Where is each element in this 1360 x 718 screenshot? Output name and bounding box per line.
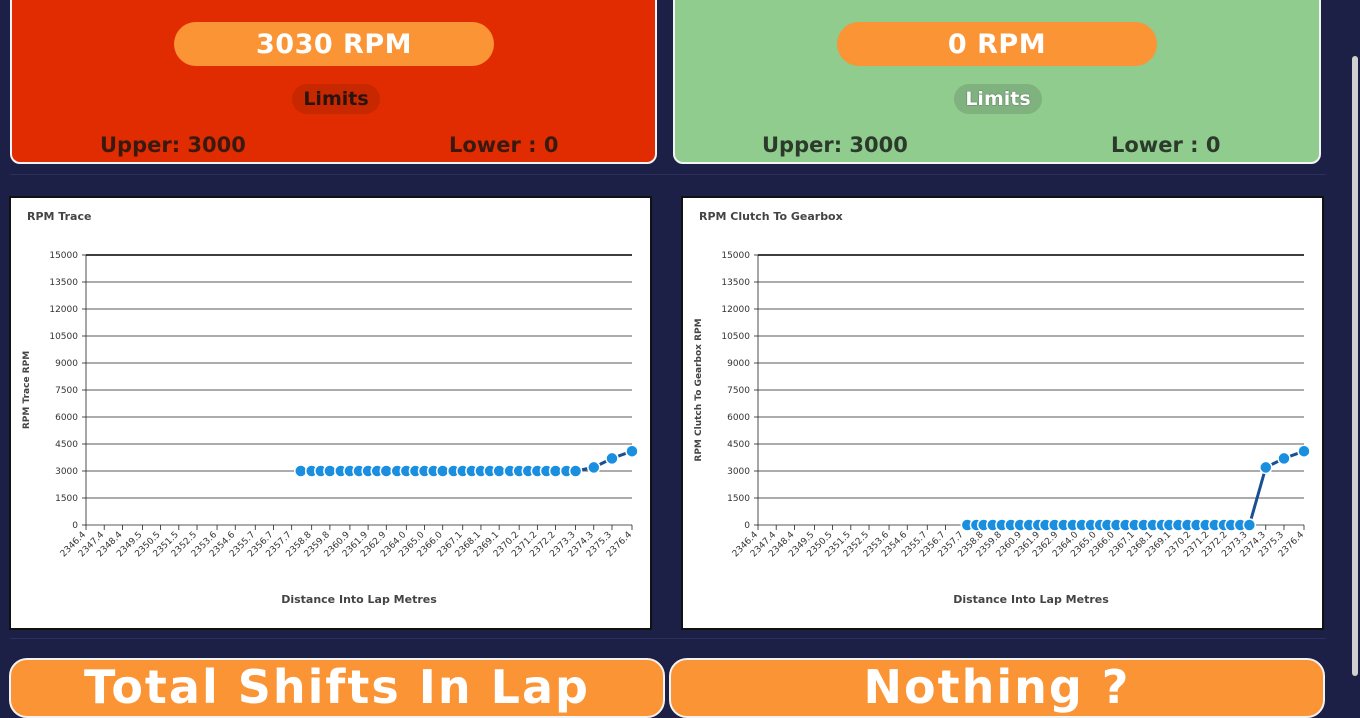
x-axis-title: Distance Into Lap Metres [953, 593, 1109, 606]
y-tick-label: 4500 [55, 440, 78, 450]
data-point [605, 451, 619, 466]
lower-limit-label-2: Lower : 0 [1111, 133, 1221, 157]
y-tick-label: 15000 [49, 251, 78, 261]
y-tick-label: 12000 [721, 305, 750, 315]
y-tick-label: 7500 [55, 386, 78, 396]
x-axis-title: Distance Into Lap Metres [281, 593, 437, 606]
y-tick-label: 9000 [727, 359, 750, 369]
total-shifts-title: Total Shifts In Lap [84, 660, 590, 714]
y-tick-label: 15000 [721, 251, 750, 261]
series-line [967, 449, 1305, 527]
section-divider-2 [10, 638, 1326, 639]
rpm-trace-chart-svg: RPM Trace 0 1500 3000 4500 6000 7500 9000 10500 1… [22, 210, 639, 606]
limits-pill-1[interactable]: Limits [292, 84, 380, 114]
lower-limit-label-1: Lower : 0 [449, 133, 559, 157]
upper-limit-label-1: Upper: 3000 [100, 133, 246, 157]
upper-limit-label-2: Upper: 3000 [762, 133, 908, 157]
y-tick-label: 0 [72, 521, 78, 531]
y-tick-label: 3000 [55, 467, 78, 477]
data-point [1297, 444, 1311, 458]
y-axis-title: RPM Clutch To Gearbox RPM [694, 318, 704, 461]
rpm-clutch-gearbox-chart-svg: RPM Clutch To Gearbox 0 1500 3000 4500 6000 75… [694, 210, 1311, 606]
chart-title: RPM Trace [27, 210, 91, 223]
rpm-gauge-panel-1: 3030 RPM Limits Upper: 3000 Lower : 0 [10, 0, 657, 164]
rpm-gauge-panel-2: 0 RPM Limits Upper: 3000 Lower : 0 [673, 0, 1321, 164]
chart-title: RPM Clutch To Gearbox [699, 210, 843, 223]
y-tick-label: 1500 [55, 494, 78, 504]
rpm-clutch-gearbox-chart: RPM Clutch To Gearbox 0 1500 3000 4500 6000 75… [681, 196, 1324, 630]
y-tick-label: 10500 [49, 332, 78, 342]
total-shifts-card: Total Shifts In Lap [9, 658, 665, 718]
y-tick-label: 1500 [727, 494, 750, 504]
nothing-title: Nothing ? [863, 660, 1131, 714]
y-tick-label: 13500 [49, 278, 78, 288]
nothing-card: Nothing ? [669, 658, 1325, 718]
scrollbar-track[interactable] [1350, 0, 1360, 696]
data-point [1259, 460, 1273, 475]
data-point [1242, 518, 1257, 532]
rpm-trace-chart: RPM Trace 0 1500 3000 4500 6000 7500 9000 10500 1… [9, 196, 652, 630]
rpm-value-pill-1: 3030 RPM [174, 22, 494, 66]
rpm-value-pill-2: 0 RPM [837, 22, 1157, 66]
scrollbar-thumb[interactable] [1352, 56, 1358, 676]
y-tick-label: 3000 [727, 467, 750, 477]
y-tick-label: 7500 [727, 386, 750, 396]
data-point [1277, 451, 1291, 466]
y-tick-label: 6000 [55, 413, 78, 423]
y-tick-label: 4500 [727, 440, 750, 450]
y-tick-label: 13500 [721, 278, 750, 288]
section-divider [10, 174, 1326, 175]
data-point [568, 464, 583, 478]
y-tick-label: 9000 [55, 359, 78, 369]
y-axis-title: RPM Trace RPM [22, 351, 32, 429]
data-point [587, 460, 601, 475]
y-tick-label: 6000 [727, 413, 750, 423]
y-tick-label: 0 [744, 521, 750, 531]
y-tick-label: 12000 [49, 305, 78, 315]
limits-pill-2[interactable]: Limits [954, 84, 1042, 114]
y-tick-label: 10500 [721, 332, 750, 342]
data-point [625, 444, 639, 458]
